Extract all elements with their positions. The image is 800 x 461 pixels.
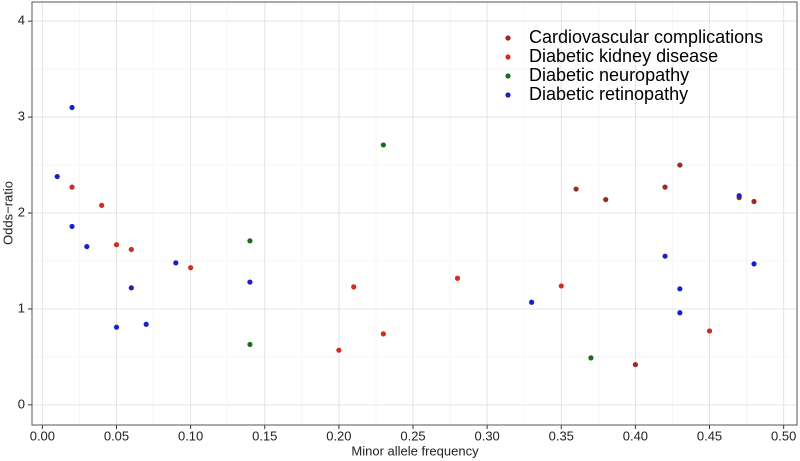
legend-marker <box>505 92 511 98</box>
y-tick-label: 2 <box>18 204 25 219</box>
point <box>662 184 668 190</box>
point <box>588 355 594 361</box>
x-tick-label: 0.45 <box>697 428 722 443</box>
y-axis-label: Odds−ratio <box>0 181 15 245</box>
point <box>632 361 639 368</box>
x-tick-label: 0.40 <box>623 428 648 443</box>
point <box>54 173 60 180</box>
x-tick-label: 0.00 <box>30 428 55 443</box>
point <box>751 198 757 205</box>
point <box>677 286 683 292</box>
point <box>173 260 179 266</box>
point <box>113 242 120 248</box>
y-tick-label: 3 <box>18 109 25 124</box>
point <box>69 104 75 111</box>
point <box>751 261 757 267</box>
point <box>706 328 713 334</box>
point <box>677 310 683 316</box>
point <box>603 196 609 203</box>
x-tick-label: 0.10 <box>178 428 203 443</box>
legend-label: Diabetic kidney disease <box>529 46 718 66</box>
point <box>380 331 386 337</box>
point <box>454 275 461 281</box>
x-tick-label: 0.05 <box>104 428 129 443</box>
point <box>380 142 386 148</box>
x-tick-label: 0.35 <box>549 428 574 443</box>
legend-label: Diabetic neuropathy <box>529 65 689 85</box>
legend-marker <box>505 54 511 60</box>
point <box>336 347 342 353</box>
point <box>247 279 253 285</box>
y-tick-label: 1 <box>18 300 25 315</box>
point <box>529 299 535 305</box>
point <box>558 283 564 289</box>
x-axis-label: Minor allele frequency <box>351 443 479 458</box>
point <box>247 341 253 348</box>
point <box>69 223 75 230</box>
y-tick-label: 4 <box>18 13 25 28</box>
point <box>188 265 194 271</box>
point <box>677 162 683 168</box>
legend-label: Diabetic retinopathy <box>529 84 688 104</box>
x-tick-label: 0.30 <box>474 428 499 443</box>
point <box>143 321 149 327</box>
legend-marker <box>505 73 511 79</box>
x-tick-label: 0.25 <box>400 428 425 443</box>
x-tick-label: 0.20 <box>326 428 351 443</box>
panel-border <box>31 1 798 426</box>
point <box>128 246 134 253</box>
point <box>573 186 579 192</box>
point <box>113 324 120 330</box>
legend-label: Cardiovascular complications <box>529 27 763 47</box>
point <box>84 243 90 250</box>
point <box>736 193 742 199</box>
y-tick-label: 0 <box>18 396 25 411</box>
legend-marker <box>505 35 511 41</box>
point <box>351 284 357 290</box>
x-tick-label: 0.50 <box>771 428 796 443</box>
point <box>99 202 105 208</box>
point <box>69 184 75 190</box>
point <box>247 238 253 244</box>
point <box>128 285 134 291</box>
point <box>662 253 668 259</box>
x-tick-label: 0.15 <box>252 428 277 443</box>
